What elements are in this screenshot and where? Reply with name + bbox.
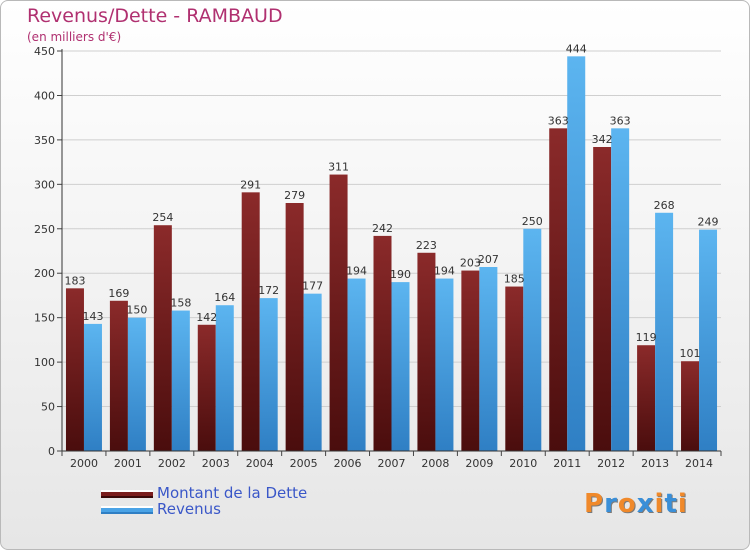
y-tick-label: 200	[34, 267, 55, 280]
y-tick-label: 450	[34, 45, 55, 58]
data-label-debt: 142	[196, 311, 217, 324]
data-label-debt: 203	[460, 257, 481, 270]
x-tick-label: 2005	[290, 457, 318, 470]
bar-debt	[681, 361, 700, 451]
data-label-revenue: 194	[434, 265, 455, 278]
data-label-debt: 169	[108, 287, 129, 300]
bar-revenue	[215, 305, 234, 451]
x-tick-label: 2011	[553, 457, 581, 470]
data-label-revenue: 194	[346, 265, 367, 278]
bar-revenue	[303, 293, 322, 451]
y-tick-label: 350	[34, 134, 55, 147]
data-label-debt: 291	[240, 178, 261, 191]
data-label-debt: 101	[680, 347, 701, 360]
data-label-revenue: 249	[698, 216, 719, 229]
data-label-revenue: 250	[522, 215, 543, 228]
bar-revenue	[259, 298, 278, 451]
bar-revenue	[83, 323, 102, 451]
x-tick-label: 2013	[641, 457, 669, 470]
x-tick-label: 2001	[114, 457, 142, 470]
bar-revenue	[611, 128, 630, 451]
y-tick-label: 400	[34, 89, 55, 102]
bar-debt	[417, 252, 436, 451]
bar-debt	[285, 203, 304, 451]
bar-revenue	[435, 278, 454, 451]
data-label-revenue: 150	[126, 304, 147, 317]
x-tick-label: 2010	[509, 457, 537, 470]
bar-revenue	[699, 229, 718, 451]
bar-revenue	[523, 228, 542, 451]
legend-swatch-debt	[101, 490, 153, 498]
bar-debt	[549, 128, 568, 451]
x-tick-label: 2000	[70, 457, 98, 470]
bar-debt	[153, 225, 172, 451]
bar-debt	[109, 300, 128, 451]
chart-title: Revenus/Dette - RAMBAUD	[27, 5, 283, 27]
bar-revenue	[391, 282, 410, 451]
y-tick-label: 300	[34, 178, 55, 191]
legend-label-revenue: Revenus	[157, 500, 221, 518]
y-tick-label: 50	[41, 401, 55, 414]
bar-revenue	[347, 278, 366, 451]
data-label-debt: 119	[636, 331, 657, 344]
legend-label-debt: Montant de la Dette	[157, 484, 308, 502]
bar-revenue	[127, 317, 146, 451]
data-label-debt: 242	[372, 222, 393, 235]
data-label-revenue: 164	[214, 291, 235, 304]
x-tick-label: 2006	[334, 457, 362, 470]
data-label-revenue: 177	[302, 280, 323, 293]
y-tick-label: 0	[48, 445, 55, 458]
data-label-revenue: 444	[566, 42, 587, 55]
data-label-debt: 254	[152, 211, 173, 224]
bar-debt	[373, 235, 392, 451]
data-label-debt: 223	[416, 239, 437, 252]
data-label-revenue: 207	[478, 253, 499, 266]
x-tick-label: 2003	[202, 457, 230, 470]
x-tick-label: 2008	[421, 457, 449, 470]
legend-swatch-revenue	[101, 506, 153, 514]
x-tick-label: 2002	[158, 457, 186, 470]
data-label-revenue: 172	[258, 284, 279, 297]
data-label-debt: 279	[284, 189, 305, 202]
data-label-debt: 342	[592, 133, 613, 146]
y-tick-label: 250	[34, 223, 55, 236]
bar-debt	[593, 147, 612, 451]
y-tick-label: 150	[34, 312, 55, 325]
bar-debt	[241, 192, 260, 452]
bar-debt	[65, 288, 84, 451]
x-tick-label: 2004	[246, 457, 274, 470]
data-label-debt: 183	[64, 274, 85, 287]
data-label-revenue: 363	[610, 114, 631, 127]
data-label-debt: 311	[328, 161, 349, 174]
bar-debt	[461, 270, 480, 451]
x-tick-label: 2014	[685, 457, 713, 470]
data-label-revenue: 143	[82, 310, 103, 323]
bar-debt	[637, 345, 656, 451]
bar-debt	[329, 174, 348, 452]
x-tick-label: 2009	[465, 457, 493, 470]
x-tick-label: 2012	[597, 457, 625, 470]
x-tick-label: 2007	[378, 457, 406, 470]
bar-revenue	[479, 267, 498, 451]
chart-subtitle: (en milliers d'€)	[27, 30, 122, 44]
data-label-revenue: 268	[654, 199, 675, 212]
y-tick-label: 100	[34, 356, 55, 369]
bar-revenue	[171, 310, 190, 451]
data-label-revenue: 158	[170, 297, 191, 310]
bar-debt	[505, 286, 524, 451]
bar-revenue	[655, 212, 674, 451]
bar-revenue	[567, 56, 586, 451]
data-label-revenue: 190	[390, 268, 411, 281]
data-label-debt: 363	[548, 114, 569, 127]
bar-debt	[197, 324, 216, 451]
data-label-debt: 185	[504, 273, 525, 286]
proxiti-logo: Proxiti	[584, 489, 688, 519]
